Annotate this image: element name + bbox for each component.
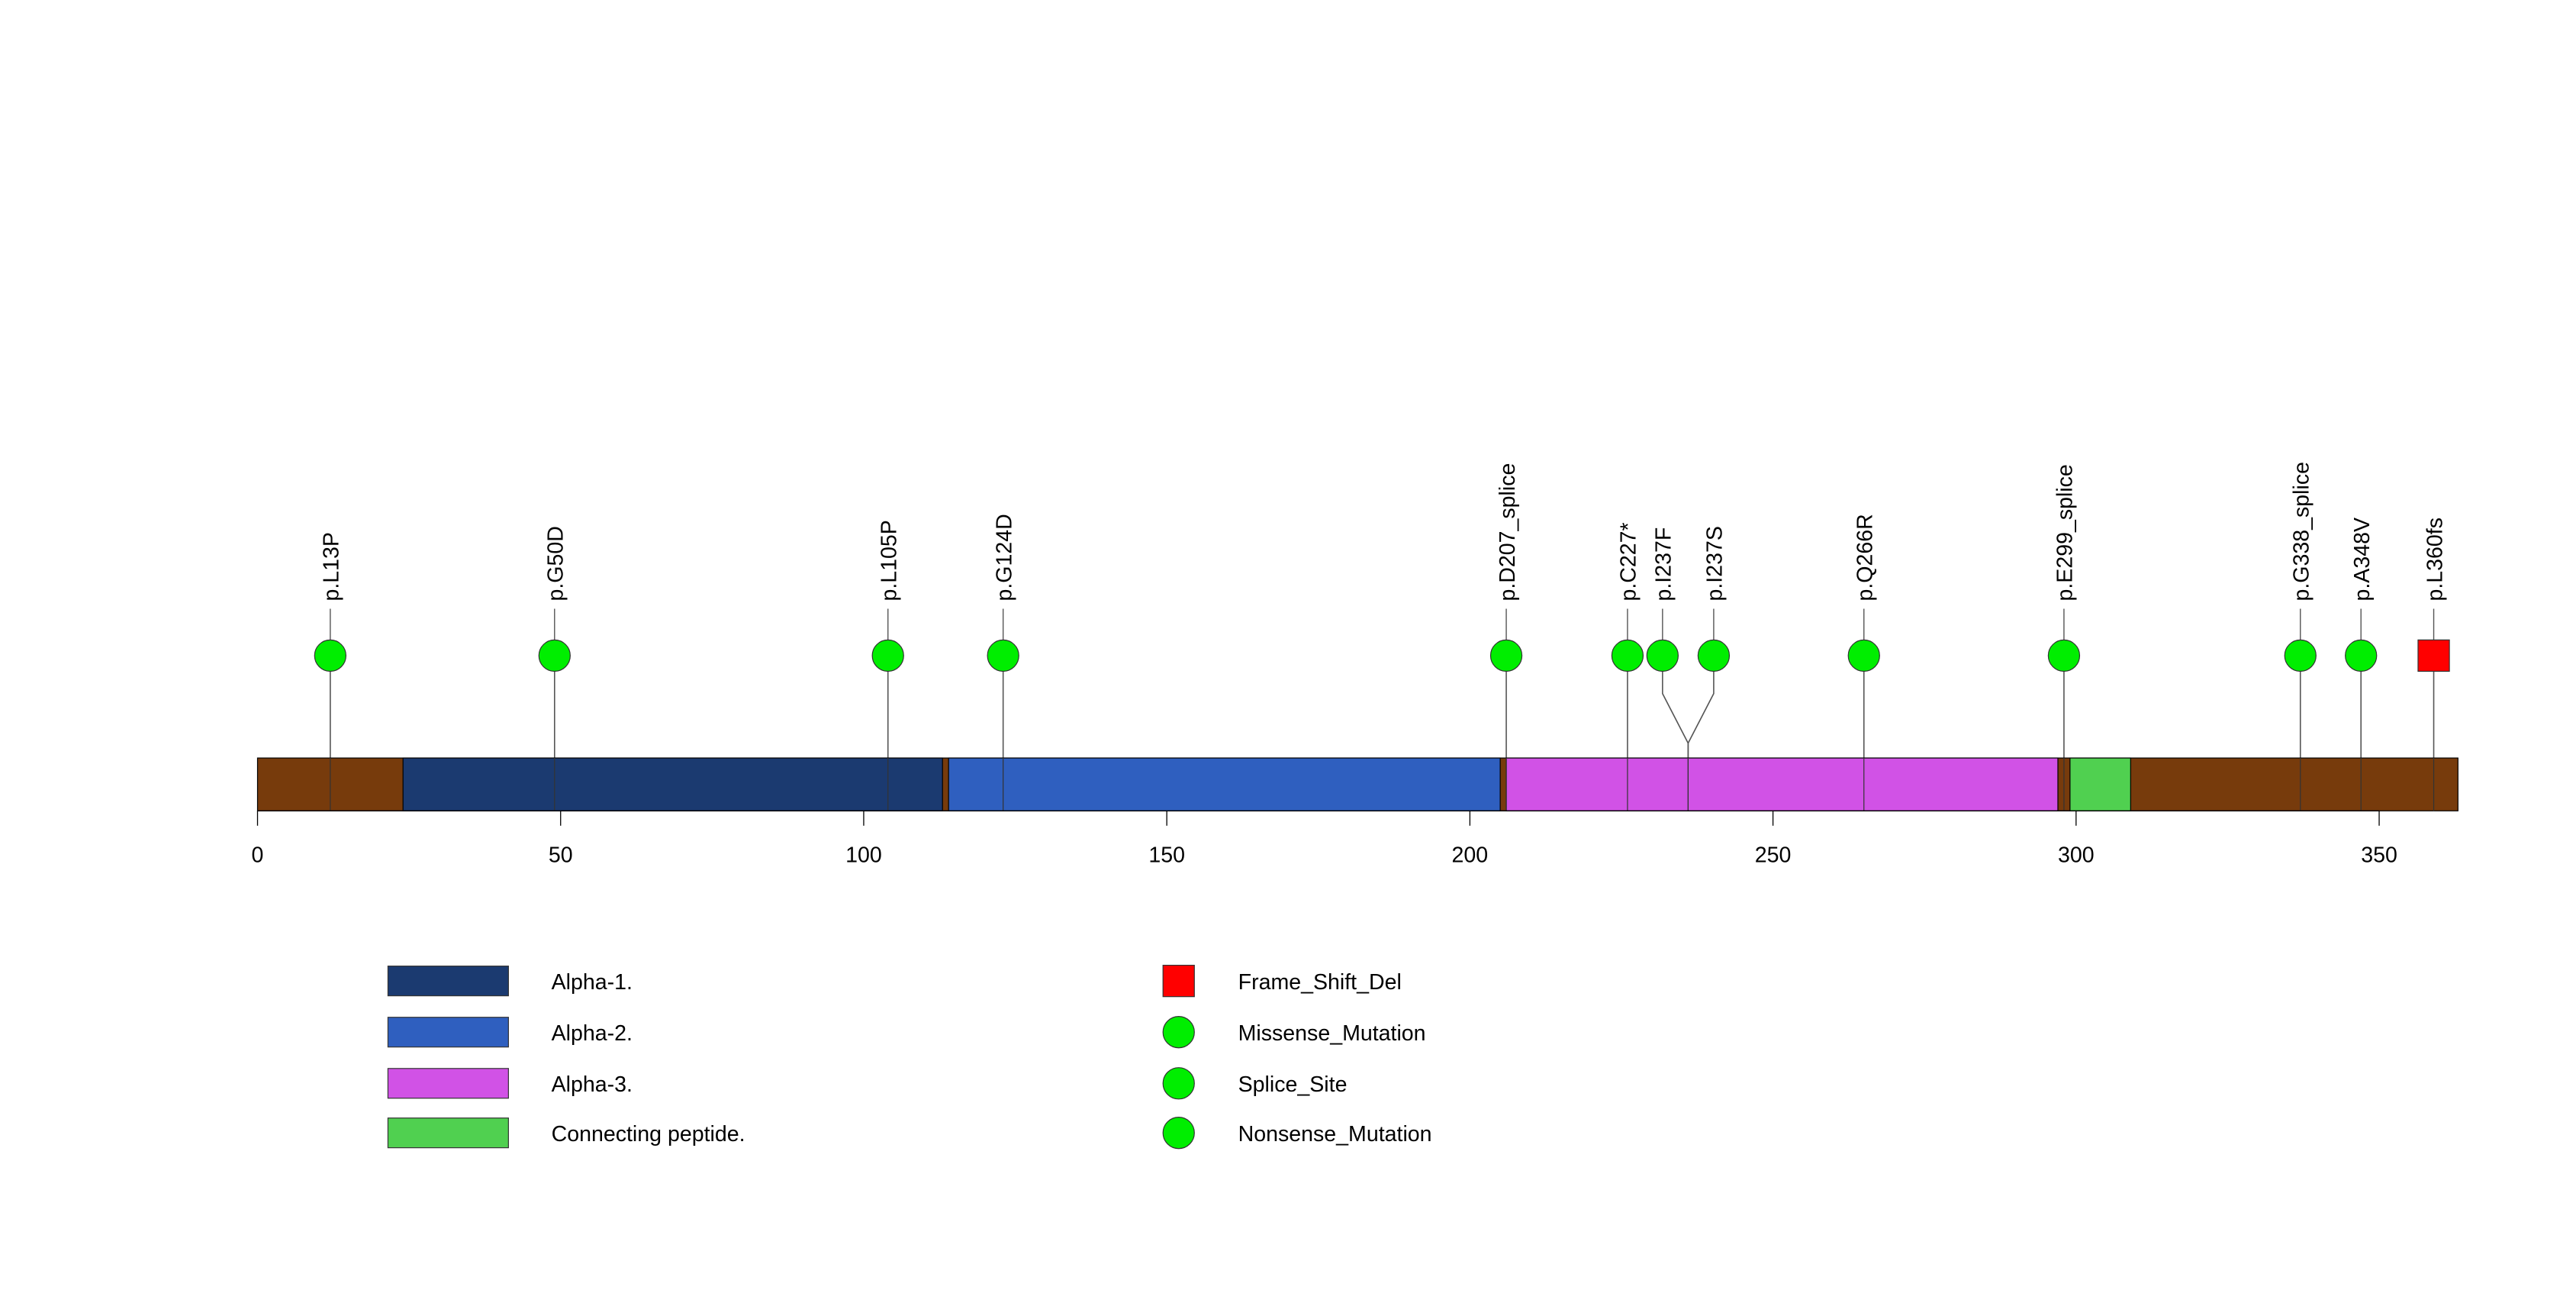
x-tick-label-300: 300	[2058, 843, 2095, 867]
marker-p-l13p	[314, 639, 346, 672]
x-tick-label-50: 50	[549, 843, 573, 867]
legend-label-alpha-1: Alpha-1.	[552, 970, 633, 995]
label-p-g50d: p.G50D	[544, 526, 568, 601]
protein-domains	[402, 757, 2131, 811]
x-tick-label-350: 350	[2361, 843, 2397, 867]
marker-p-g50d	[538, 639, 571, 672]
domain-mutation-lines	[330, 758, 2435, 811]
marker-p-c227	[1611, 639, 1644, 672]
legend-marker-splice-site	[1162, 1067, 1195, 1100]
label-p-d207-splice: p.D207_splice	[1496, 463, 1520, 601]
mutation-markers	[314, 639, 2450, 672]
legend-label-splice-site: Splice_Site	[1238, 1072, 1348, 1097]
legend: Alpha-1. Alpha-2. Alpha-3. Connecting pepti…	[387, 964, 1432, 1150]
legend-swatch-connecting-peptide	[387, 1117, 509, 1149]
connector-p-i237s	[1687, 655, 1715, 759]
marker-p-l360fs	[2417, 639, 2450, 672]
legend-label-frame-shift-del: Frame_Shift_Del	[1238, 970, 1402, 995]
label-p-i237f: p.I237F	[1652, 527, 1676, 601]
marker-p-e299-splice	[2047, 639, 2081, 672]
label-p-a348v: p.A348V	[2350, 518, 2375, 601]
x-tick-label-0: 0	[252, 843, 264, 867]
label-p-g338-splice: p.G338_splice	[2290, 462, 2314, 601]
marker-p-i237f	[1646, 639, 1679, 672]
legend-label-alpha-2: Alpha-2.	[552, 1021, 633, 1046]
domain-alpha-2	[948, 757, 1501, 811]
label-p-i237s: p.I237S	[1703, 526, 1728, 601]
label-p-l360fs: p.L360fs	[2423, 518, 2447, 601]
legend-swatch-alpha-3	[387, 1068, 509, 1099]
marker-p-g124d	[987, 639, 1019, 672]
x-tick-label-150: 150	[1148, 843, 1185, 867]
legend-marker-frame-shift-del	[1162, 964, 1195, 998]
marker-p-a348v	[2345, 639, 2378, 672]
legend-swatch-alpha-1	[387, 966, 509, 997]
legend-label-alpha-3: Alpha-3.	[552, 1072, 633, 1097]
legend-swatch-alpha-2	[387, 1017, 509, 1048]
mutation-labels: p.L13P p.G50D p.L105P p.G124D p.D207_splice p…	[320, 462, 2448, 601]
legend-label-nonsense-mutation: Nonsense_Mutation	[1238, 1122, 1432, 1146]
label-p-l105p: p.L105P	[877, 520, 902, 601]
label-p-q266r: p.Q266R	[1853, 514, 1878, 601]
marker-p-l105p	[871, 639, 904, 672]
label-p-g124d: p.G124D	[992, 514, 1016, 601]
marker-p-q266r	[1847, 639, 1880, 672]
x-tick-label-100: 100	[845, 843, 882, 867]
legend-label-connecting-peptide: Connecting peptide.	[552, 1122, 745, 1146]
x-tick-label-200: 200	[1452, 843, 1489, 867]
domain-alpha-1	[402, 757, 943, 811]
marker-p-g338-splice	[2284, 639, 2317, 672]
marker-p-i237s	[1697, 639, 1731, 672]
label-p-l13p: p.L13P	[320, 532, 344, 601]
label-p-c227: p.C227*	[1617, 522, 1641, 601]
label-p-e299-splice: p.E299_splice	[2053, 464, 2078, 601]
x-axis: 0 50 100 150 200 250 300 350	[252, 810, 2397, 867]
legend-marker-missense-mutation	[1162, 1016, 1195, 1049]
legend-marker-nonsense-mutation	[1162, 1117, 1195, 1150]
legend-label-missense-mutation: Missense_Mutation	[1238, 1021, 1426, 1046]
domain-alpha-3	[1505, 757, 2059, 811]
domain-connecting-peptide	[2069, 757, 2131, 811]
x-tick-label-250: 250	[1755, 843, 1792, 867]
marker-p-d207-splice	[1489, 639, 1523, 672]
